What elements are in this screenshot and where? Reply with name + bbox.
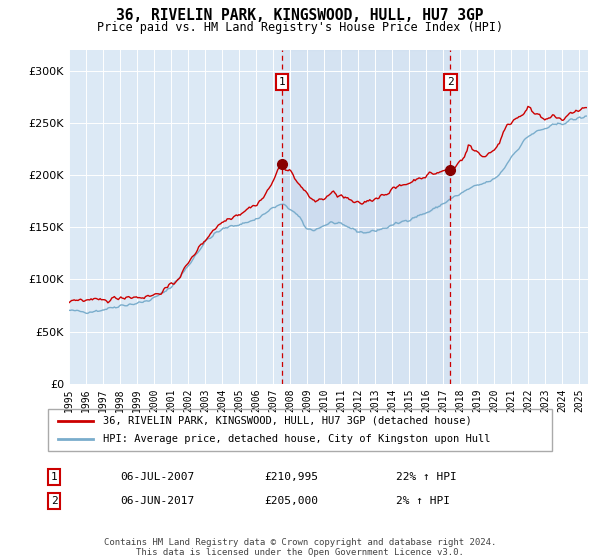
Text: 2% ↑ HPI: 2% ↑ HPI bbox=[396, 496, 450, 506]
Text: Contains HM Land Registry data © Crown copyright and database right 2024.
This d: Contains HM Land Registry data © Crown c… bbox=[104, 538, 496, 557]
Text: 1: 1 bbox=[50, 472, 58, 482]
Text: £210,995: £210,995 bbox=[264, 472, 318, 482]
Text: HPI: Average price, detached house, City of Kingston upon Hull: HPI: Average price, detached house, City… bbox=[103, 434, 491, 444]
Text: Price paid vs. HM Land Registry's House Price Index (HPI): Price paid vs. HM Land Registry's House … bbox=[97, 21, 503, 34]
Text: 1: 1 bbox=[278, 77, 285, 87]
Text: 2: 2 bbox=[447, 77, 454, 87]
Text: 36, RIVELIN PARK, KINGSWOOD, HULL, HU7 3GP: 36, RIVELIN PARK, KINGSWOOD, HULL, HU7 3… bbox=[116, 8, 484, 24]
Text: 22% ↑ HPI: 22% ↑ HPI bbox=[396, 472, 457, 482]
Text: £205,000: £205,000 bbox=[264, 496, 318, 506]
Text: 2: 2 bbox=[50, 496, 58, 506]
Text: 36, RIVELIN PARK, KINGSWOOD, HULL, HU7 3GP (detached house): 36, RIVELIN PARK, KINGSWOOD, HULL, HU7 3… bbox=[103, 416, 472, 426]
Text: 06-JUN-2017: 06-JUN-2017 bbox=[120, 496, 194, 506]
Bar bbox=[282, 50, 451, 384]
Text: 06-JUL-2007: 06-JUL-2007 bbox=[120, 472, 194, 482]
